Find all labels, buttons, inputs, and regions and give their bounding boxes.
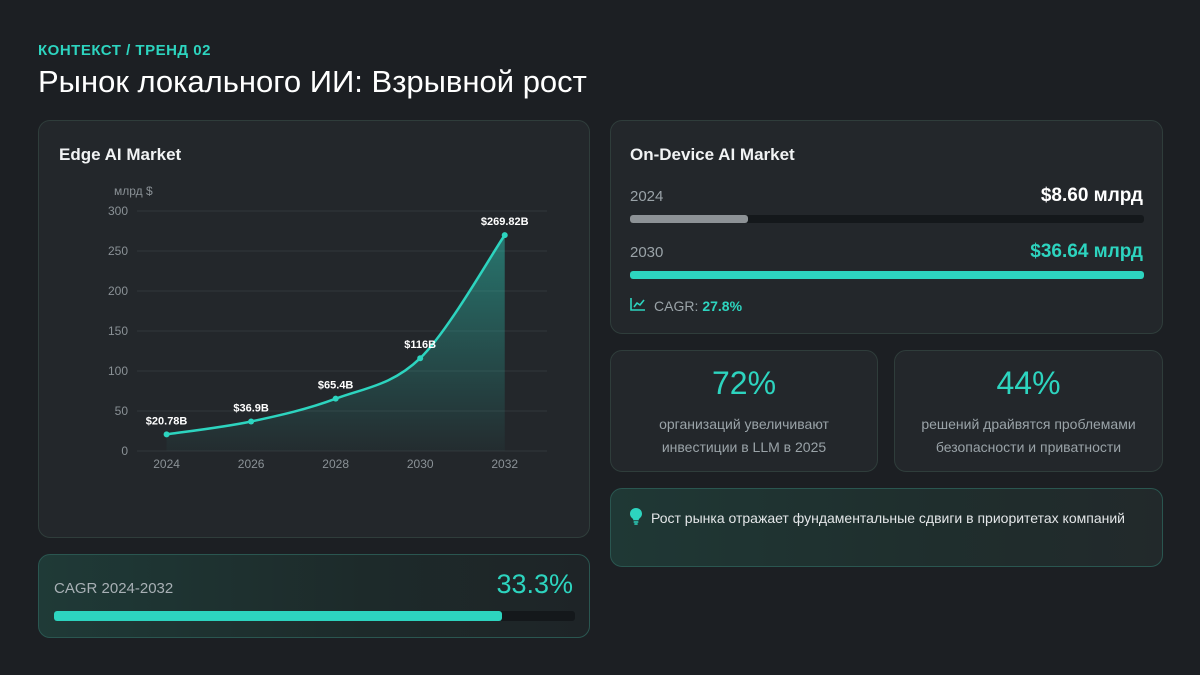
insight-card: Рост рынка отражает фундаментальные сдви…: [610, 488, 1163, 567]
trending-chart-icon: [630, 297, 646, 314]
x-tick-label: 2028: [322, 457, 349, 471]
stat-description: решений драйвятся проблемами безопасност…: [921, 416, 1136, 455]
data-point: [163, 431, 170, 438]
stat-description: организаций увеличивают инвестиции в LLM…: [659, 416, 829, 455]
lightbulb-icon: [629, 507, 643, 530]
on-device-ai-market-card: On-Device AI Market 2024 $8.60 млрд 2030…: [610, 120, 1163, 334]
series-area: [166, 235, 505, 451]
year-2024-bar-track: [630, 215, 1144, 223]
y-tick-label: 300: [108, 204, 128, 218]
stat-card-llm-investment: 72% организаций увеличивают инвестиции в…: [610, 350, 878, 472]
x-tick-label: 2026: [238, 457, 265, 471]
y-tick-label: 0: [121, 444, 128, 458]
data-label: $116B: [404, 339, 436, 351]
y-tick-label: 250: [108, 244, 128, 258]
insight-text: Рост рынка отражает фундаментальные сдви…: [651, 510, 1125, 526]
data-label: $20.78B: [146, 415, 188, 427]
data-point: [332, 395, 339, 402]
data-point: [248, 418, 255, 425]
year-2024-value: $8.60 млрд: [1040, 185, 1143, 206]
page-title: Рынок локального ИИ: Взрывной рост: [38, 64, 587, 99]
ondevice-cagr-label: CAGR:: [654, 297, 699, 314]
data-label: $269.82B: [481, 216, 529, 228]
x-tick-label: 2030: [407, 457, 434, 471]
data-label: $65.4B: [318, 380, 354, 392]
data-point: [417, 355, 424, 362]
data-label: $36.9B: [233, 402, 269, 414]
edge-ai-market-chart: $20.78B $36.9B $65.4B $116B $269.82B 0 50 100 1…: [108, 184, 547, 471]
y-tick-label: 50: [115, 404, 129, 418]
year-2030-label: 2030: [630, 244, 664, 261]
ondevice-card-title: On-Device AI Market: [630, 145, 795, 164]
year-2024-label: 2024: [630, 188, 664, 205]
cagr-progress-fill: [54, 611, 503, 621]
year-2030-bar-fill: [630, 271, 1144, 279]
year-2030-bar-track: [630, 271, 1144, 279]
y-tick-label: 100: [108, 364, 128, 378]
ondevice-cagr-value: 27.8%: [702, 297, 743, 314]
x-tick-label: 2024: [153, 457, 180, 471]
cagr-summary-card: CAGR 2024-2032 33.3%: [38, 554, 590, 638]
x-tick-label: 2032: [491, 457, 518, 471]
cagr-value: 33.3%: [496, 569, 573, 599]
cagr-progress-track: [54, 611, 575, 621]
data-point: [501, 232, 508, 239]
stat-value: 72%: [711, 365, 777, 401]
year-2024-bar-fill: [630, 215, 749, 223]
y-axis-label: млрд $: [114, 184, 153, 198]
series-line: [166, 234, 506, 436]
stat-card-security-privacy: 44% решений драйвятся проблемами безопас…: [894, 350, 1163, 472]
edge-card-title: Edge AI Market: [59, 145, 182, 164]
y-tick-label: 200: [108, 284, 128, 298]
ondevice-cagr-row: CAGR: 27.8%: [630, 297, 742, 314]
year-2030-value: $36.64 млрд: [1030, 241, 1143, 262]
edge-ai-market-card: $20.78B $36.9B $65.4B $116B $269.82B 0 50 100 1…: [38, 120, 590, 538]
y-tick-label: 150: [108, 324, 128, 338]
section-kicker: КОНТЕКСТ / ТРЕНД 02: [38, 42, 211, 59]
cagr-label: CAGR 2024-2032: [54, 580, 174, 597]
stat-value: 44%: [996, 365, 1061, 401]
